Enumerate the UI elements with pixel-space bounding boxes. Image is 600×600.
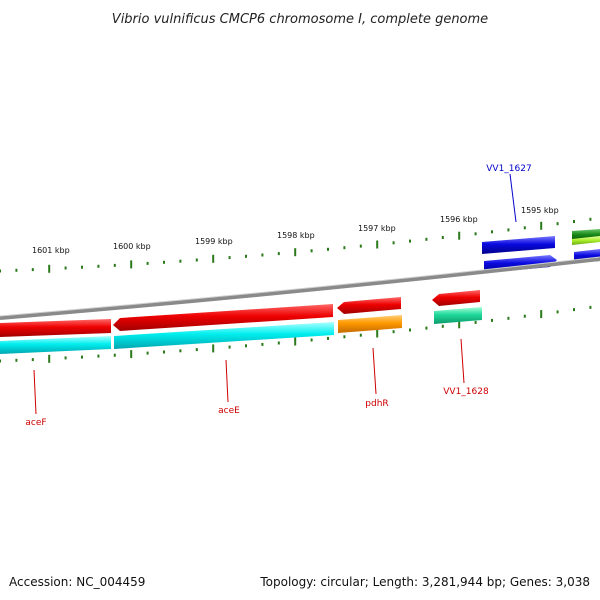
leader-line-acee [225, 359, 229, 403]
gene-feature-orange[interactable] [338, 315, 402, 333]
leader-line-vv1-1628 [460, 338, 465, 384]
scale-label: 1596 kbp [440, 215, 478, 224]
scale-label: 1598 kbp [277, 231, 315, 240]
accession-text: Accession: NC_004459 [9, 575, 145, 589]
genome-summary-text: Topology: circular; Length: 3,281,944 bp… [259, 575, 590, 589]
gene-vv1-1628-arrow[interactable] [432, 290, 480, 306]
gene-feature-lime[interactable] [572, 236, 600, 245]
gene-label-acef[interactable]: aceF [25, 418, 46, 428]
gene-feature-teal[interactable] [434, 307, 482, 324]
gene-pdhr-arrow[interactable] [337, 297, 401, 314]
gene-acee-arrow[interactable] [113, 304, 333, 331]
scale-labels: 1601 kbp 1600 kbp 1599 kbp 1598 kbp 1597… [32, 206, 559, 255]
gene-label-acee[interactable]: aceE [218, 406, 240, 416]
scale-label: 1600 kbp [113, 242, 151, 251]
leader-line-vv1-1627 [509, 173, 517, 223]
reverse-strand-features [0, 290, 482, 354]
gene-acef-arrow[interactable] [0, 319, 111, 337]
gene-leaders [33, 173, 517, 415]
leader-line-pdhr [372, 347, 377, 395]
genome-backbone [0, 257, 600, 320]
scale-ticks-lower [0, 305, 592, 363]
scale-label: 1601 kbp [32, 246, 70, 255]
scale-label: 1595 kbp [521, 206, 559, 215]
leader-line-acef [33, 369, 37, 415]
scale-label: 1599 kbp [195, 237, 233, 246]
scale-ticks-upper [0, 217, 592, 273]
gene-feature-cyan[interactable] [114, 322, 334, 349]
gene-vv1-1627-arrow[interactable] [482, 236, 555, 254]
gene-label-pdhr[interactable]: pdhR [365, 399, 388, 409]
gene-labels: aceF aceE pdhR VV1_1628 VV1_1627 [25, 164, 531, 428]
gene-feature-cyan[interactable] [0, 336, 111, 354]
scale-label: 1597 kbp [358, 224, 396, 233]
map-title: Vibrio vulnificus CMCP6 chromosome I, co… [112, 12, 488, 27]
gene-label-vv1-1627[interactable]: VV1_1627 [486, 164, 531, 174]
genome-backbone-highlight [0, 256, 600, 317]
gene-label-vv1-1628[interactable]: VV1_1628 [443, 387, 489, 397]
